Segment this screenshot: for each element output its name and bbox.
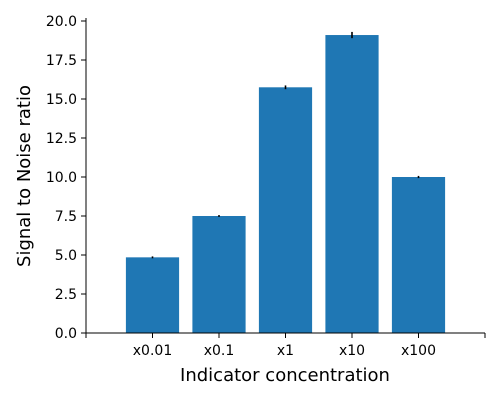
y-tick-label: 20.0 (46, 14, 77, 30)
y-ticks-layer: 0.0 2.5 5.0 7.5 10.0 12.5 15.0 17.5 20.0 (46, 14, 86, 342)
y-tick-label: 10.0 (46, 170, 77, 186)
x-tick-label-x100: x100 (401, 343, 436, 359)
error-bars-layer (151, 31, 420, 259)
bar-x0.1 (192, 216, 246, 333)
x-tick-label-x10: x10 (339, 343, 365, 359)
bar-x0.01 (125, 257, 180, 333)
x-tick-label-x0.1: x0.1 (204, 343, 235, 359)
y-tick-label: 15.0 (46, 92, 77, 108)
x-ticks-layer: x0.01 x0.1 x1 x10 x100 (85, 333, 486, 359)
x-tick-label-x1: x1 (277, 343, 294, 359)
y-tick-label: 5.0 (55, 248, 77, 264)
bar-x1 (258, 87, 313, 333)
bar-x10 (325, 35, 379, 333)
bar-x100 (391, 177, 446, 333)
bars-layer (125, 35, 446, 333)
y-axis-title: Signal to Noise ratio (14, 85, 35, 267)
x-tick-label-x0.01: x0.01 (133, 343, 172, 359)
y-tick-label: 12.5 (46, 131, 77, 147)
y-tick-label: 7.5 (55, 209, 77, 225)
y-tick-label: 2.5 (55, 287, 77, 303)
x-axis-title: Indicator concentration (180, 365, 390, 386)
y-tick-label: 0.0 (55, 326, 77, 342)
y-tick-label: 17.5 (46, 53, 77, 69)
